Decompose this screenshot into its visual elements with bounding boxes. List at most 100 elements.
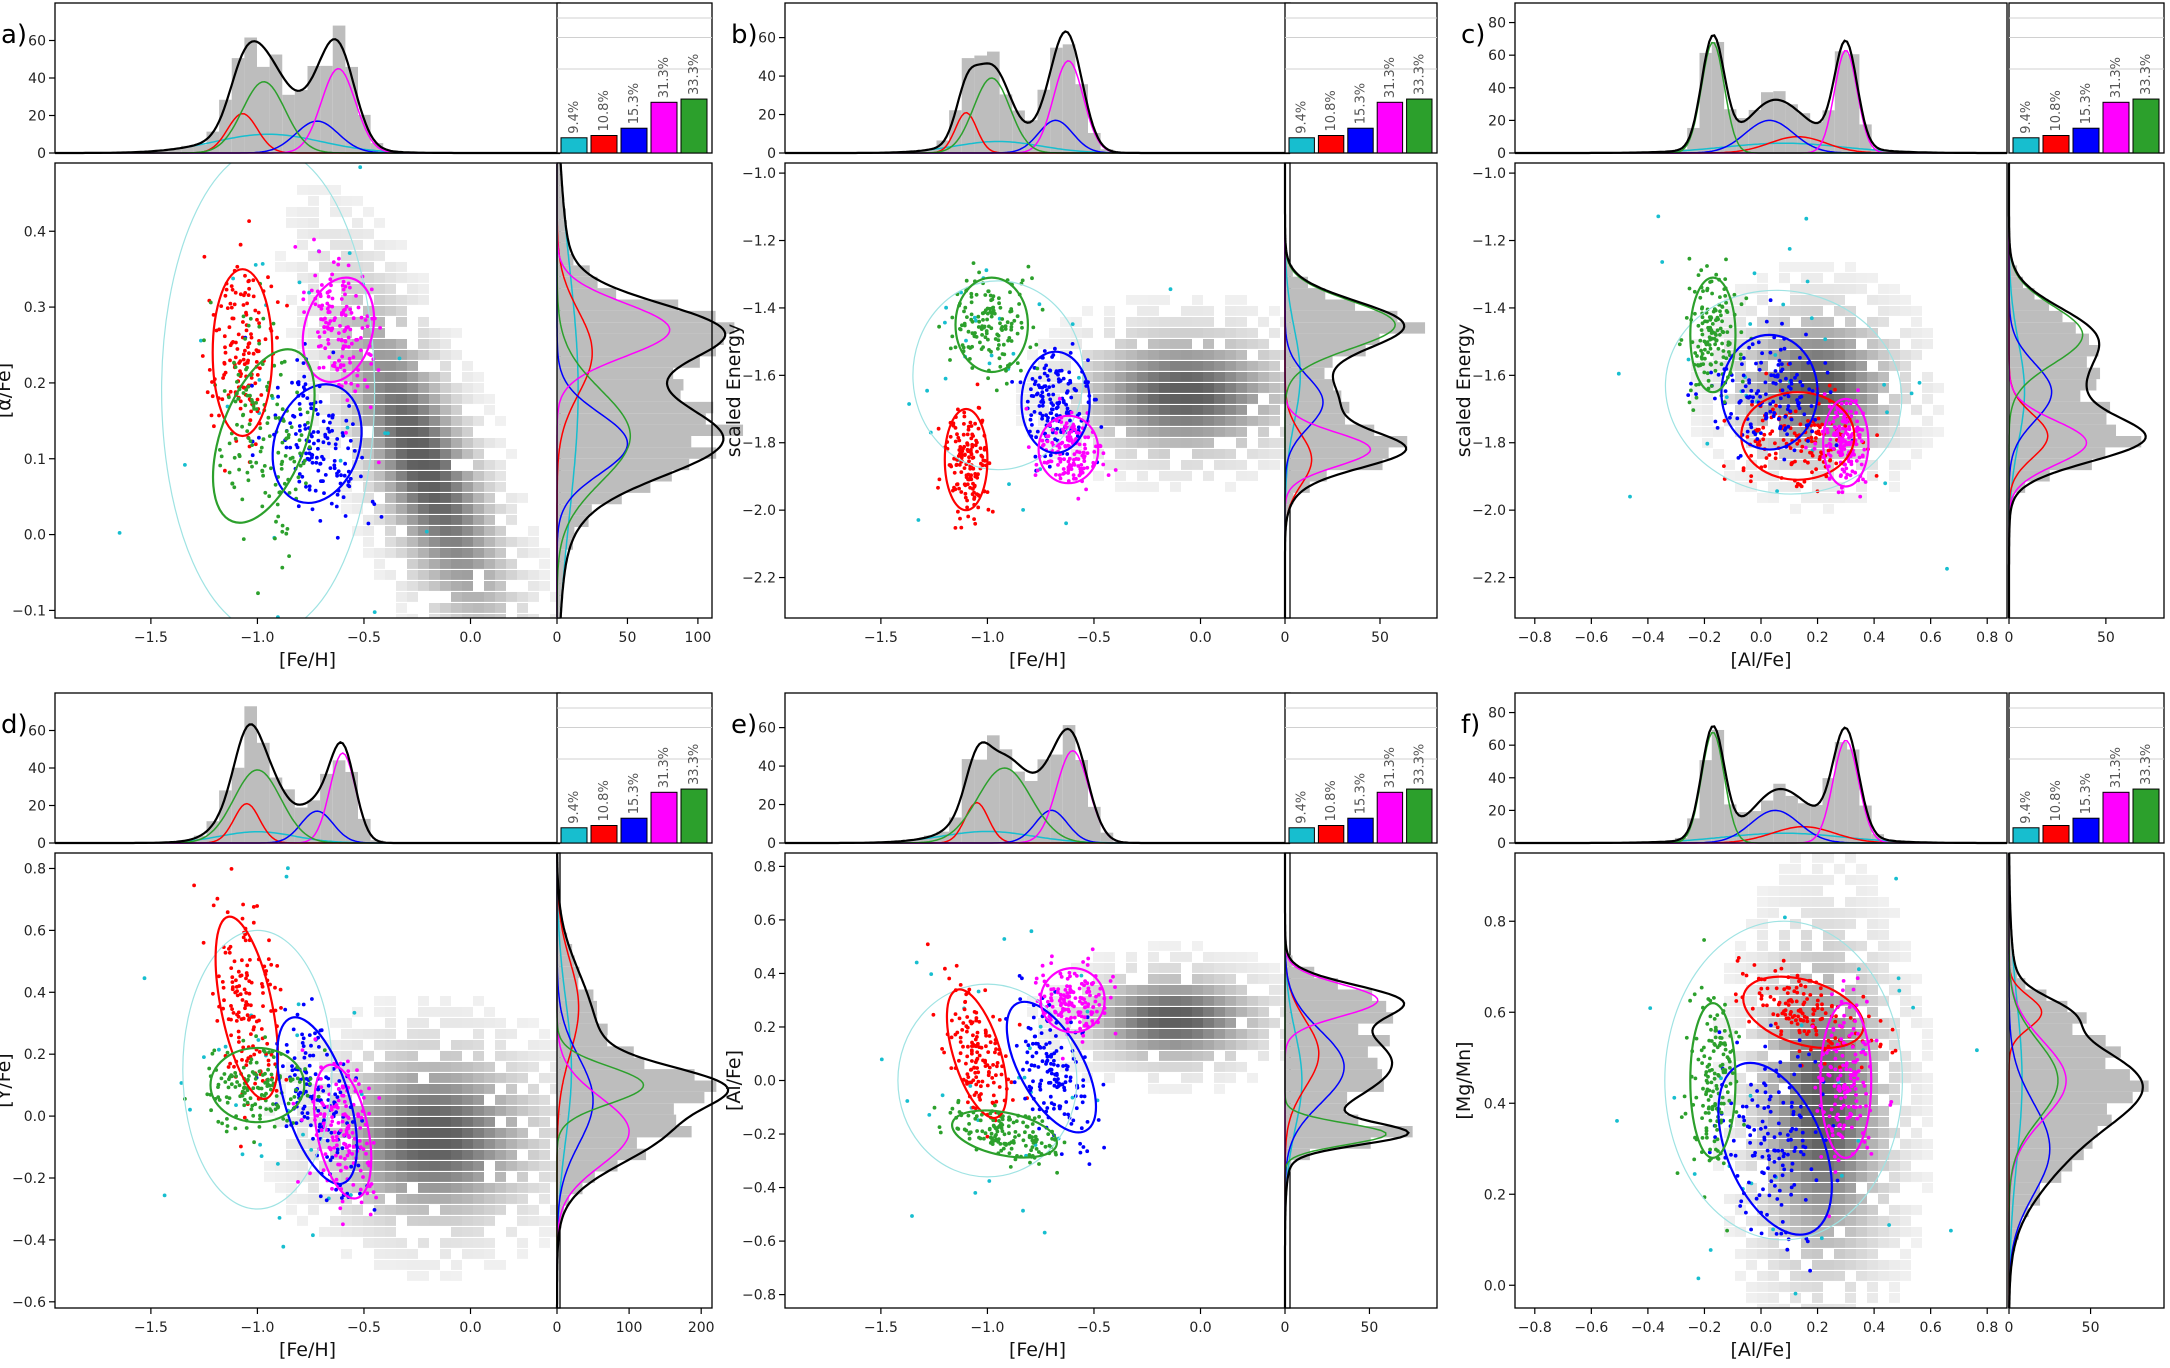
data-point-blue (1076, 425, 1081, 430)
data-point-green (245, 470, 250, 475)
density-cell (385, 1249, 396, 1259)
density-cell (396, 383, 407, 393)
data-point-green (1019, 320, 1024, 325)
density-cell (1900, 372, 1911, 382)
data-point-blue (1713, 396, 1717, 401)
density-cell (1790, 350, 1801, 360)
density-cell (1247, 339, 1258, 349)
density-cell (407, 1249, 418, 1259)
density-cell (429, 1007, 440, 1017)
data-point-blue (309, 1123, 313, 1128)
density-cell (352, 196, 363, 206)
density-cell (517, 1183, 528, 1193)
density-cell (385, 339, 396, 349)
data-point-blue (301, 1106, 306, 1111)
panel-a: −1.5 −1.0 −0.5 0.0−0.10.00.10.20.30.4[Fe/H]… (0, 2, 744, 671)
data-point-magenta (334, 1138, 339, 1142)
data-point-magenta (1054, 472, 1058, 477)
density-cell (308, 1172, 319, 1182)
density-cell (1126, 438, 1137, 448)
density-cell (473, 1029, 484, 1039)
data-point-red (953, 1032, 958, 1037)
density-cell (1856, 372, 1867, 382)
data-point-green (977, 270, 981, 275)
data-point-magenta (1076, 496, 1081, 501)
density-cell (1812, 273, 1823, 283)
y-tick-label: 0.2 (24, 1047, 46, 1063)
data-point-magenta (340, 1119, 345, 1124)
data-point-green (937, 324, 941, 329)
data-point-green (283, 454, 288, 458)
data-point-green (241, 537, 246, 541)
density-cell (1801, 339, 1812, 349)
density-cell (1790, 383, 1801, 393)
density-cell (319, 1051, 330, 1061)
data-point-magenta (359, 1200, 364, 1205)
data-point-red (1741, 466, 1746, 471)
density-cell (495, 526, 506, 536)
data-point-red (1806, 419, 1810, 423)
data-point-blue (257, 435, 261, 440)
density-cell (396, 493, 407, 503)
data-point-red (979, 1084, 983, 1089)
density-cell (1258, 438, 1269, 448)
density-cell (352, 350, 363, 360)
data-point-red (955, 432, 959, 437)
data-point-green (284, 436, 289, 441)
density-cell (363, 1029, 374, 1039)
data-point-green (998, 321, 1002, 326)
density-cell (1258, 1051, 1269, 1061)
density-cell (1126, 996, 1137, 1006)
density-cell (1735, 416, 1746, 426)
density-cell (495, 1161, 506, 1171)
density-cell (1159, 405, 1170, 415)
data-point-blue (1747, 378, 1751, 382)
data-point-blue (350, 1120, 355, 1124)
density-cell (407, 273, 418, 283)
right-frame (556, 852, 713, 1309)
density-cell (1093, 996, 1104, 1006)
data-point-magenta (1828, 437, 1833, 442)
data-point-green (225, 1124, 230, 1128)
data-point-red (1794, 433, 1799, 438)
data-point-magenta (1083, 435, 1088, 440)
density-cell (418, 317, 429, 327)
density-cell (1159, 985, 1170, 995)
data-point-green (958, 327, 963, 332)
data-point-blue (1785, 407, 1790, 412)
data-point-green (260, 469, 265, 474)
density-cell (418, 493, 429, 503)
density-cell (550, 1227, 560, 1237)
right-hist-bar (557, 1194, 570, 1206)
density-cell (1779, 306, 1790, 316)
right-hist-bar (1285, 379, 1334, 391)
data-point-magenta (330, 296, 335, 301)
right-x-tick-label: 0 (2005, 630, 2014, 646)
top-hist-bar (358, 114, 371, 153)
data-point-blue (311, 430, 316, 434)
density-cell (1878, 306, 1889, 316)
data-point-red (225, 306, 230, 310)
density-cell (1159, 427, 1170, 437)
density-cell (374, 339, 385, 349)
data-point-magenta (1850, 469, 1855, 474)
density-cell (1823, 328, 1834, 338)
data-point-red (246, 345, 250, 349)
data-point-green (1696, 323, 1701, 328)
density-cell (1889, 482, 1900, 492)
data-point-red (257, 339, 261, 343)
data-point-blue (301, 1002, 306, 1007)
density-cell (1049, 1029, 1060, 1039)
density-cell (1192, 306, 1203, 316)
right-hist-bar (557, 1000, 597, 1013)
density-cell (1236, 317, 1247, 327)
density-cell (308, 284, 319, 294)
data-point-blue (301, 361, 306, 365)
density-cell (1247, 1007, 1258, 1017)
data-point-red (1748, 479, 1753, 484)
y-tick-label: 0.0 (24, 528, 46, 544)
data-point-blue (344, 418, 349, 423)
density-cell (374, 1161, 385, 1171)
density-cell (418, 1018, 429, 1028)
data-point-blue (1802, 412, 1807, 417)
